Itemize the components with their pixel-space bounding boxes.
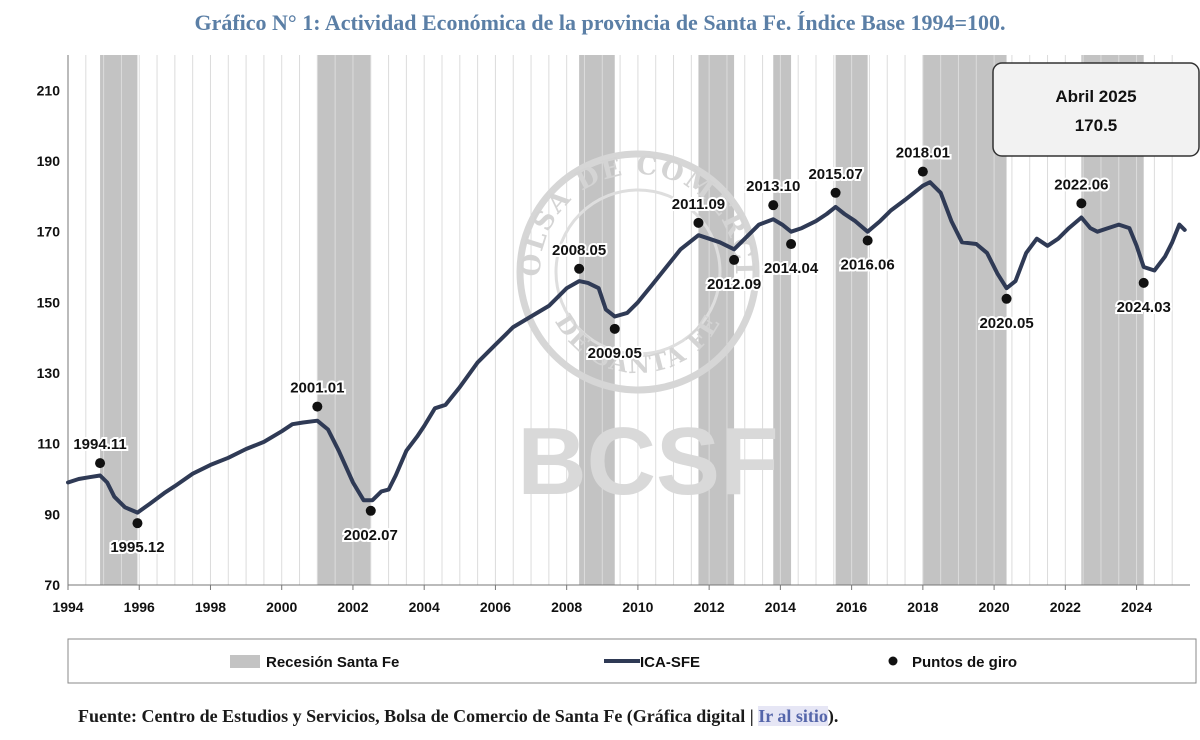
turning-point-label: 2016.06 bbox=[841, 257, 895, 274]
series-line-ica-sfe bbox=[66, 180, 1187, 515]
turning-point-marker bbox=[574, 263, 585, 274]
turning-point-marker bbox=[609, 323, 620, 334]
turning-point-label: 1994.11 bbox=[73, 436, 126, 453]
turning-point-marker bbox=[693, 217, 704, 228]
x-tick-label: 2012 bbox=[694, 599, 725, 615]
turning-point-label: 2011.09 bbox=[672, 196, 725, 213]
y-tick-label: 210 bbox=[37, 82, 61, 98]
turning-point-label: 1995.12 bbox=[110, 539, 164, 556]
turning-point-marker bbox=[786, 239, 797, 250]
turning-point-marker bbox=[917, 166, 928, 177]
x-tick-label: 2002 bbox=[337, 599, 368, 615]
turning-point-label: 2018.01 bbox=[896, 145, 950, 162]
x-tick-label: 2024 bbox=[1121, 599, 1152, 615]
ica-sfe-line bbox=[66, 180, 1187, 515]
turning-point-label: 2024.03 bbox=[1117, 299, 1171, 316]
y-tick-label: 110 bbox=[37, 436, 60, 452]
turning-point-marker bbox=[312, 401, 323, 412]
recession-band bbox=[100, 55, 138, 585]
y-tick-label: 70 bbox=[44, 577, 60, 593]
x-tick-label: 2000 bbox=[266, 599, 297, 615]
x-tick-label: 2008 bbox=[551, 599, 582, 615]
source-text: Fuente: Centro de Estudios y Servicios, … bbox=[78, 706, 759, 726]
legend-line-label: ICA-SFE bbox=[640, 654, 700, 671]
x-tick-label: 1998 bbox=[195, 599, 226, 615]
x-tick-label: 2014 bbox=[765, 599, 796, 615]
activity-index-chart: BOLSA DE COMERCIO DE SANTA FE BCSF 70901… bbox=[0, 0, 1200, 684]
recession-band bbox=[773, 55, 792, 585]
x-tick-label: 1994 bbox=[52, 599, 83, 615]
turning-points: 1994.11 1995.12 2001.01 2002.07 2008.05 2009.… bbox=[71, 143, 1172, 559]
recession-band bbox=[579, 55, 615, 585]
y-tick-label: 170 bbox=[37, 224, 61, 240]
x-tick-label: 2020 bbox=[979, 599, 1010, 615]
y-tick-labels: 70 90 110 130 150 170 190 210 bbox=[37, 82, 61, 593]
x-tick-label: 2016 bbox=[836, 599, 867, 615]
y-tick-label: 150 bbox=[37, 294, 61, 310]
callout-value: 170.5 bbox=[1075, 116, 1118, 135]
turning-point-marker bbox=[1138, 277, 1149, 288]
source-close: ). bbox=[827, 706, 839, 726]
x-tick-label: 1996 bbox=[124, 599, 155, 615]
x-tick-labels: 1994 1996 1998 2000 2002 2004 2006 2008 2010 2012… bbox=[52, 585, 1152, 615]
x-tick-label: 2006 bbox=[480, 599, 511, 615]
turning-point-label: 2015.07 bbox=[808, 166, 862, 183]
legend: Recesión Santa Fe ICA-SFE Puntos de giro bbox=[67, 638, 1197, 684]
turning-point-marker bbox=[365, 505, 376, 516]
legend-recession-swatch bbox=[230, 655, 260, 668]
watermark-text: BCSF bbox=[517, 408, 778, 515]
recession-band bbox=[317, 55, 371, 585]
turning-point-marker bbox=[1076, 198, 1087, 209]
turning-point-label: 2001.01 bbox=[290, 380, 344, 397]
x-tick-label: 2010 bbox=[622, 599, 653, 615]
source-note: Fuente: Centro de Estudios y Servicios, … bbox=[78, 706, 838, 727]
turning-point-marker bbox=[729, 254, 740, 265]
vertical-gridlines bbox=[85, 55, 1173, 585]
turning-point-marker bbox=[1001, 293, 1012, 304]
turning-point-label: 2008.05 bbox=[552, 242, 606, 259]
source-link[interactable]: Ir al sitio bbox=[758, 706, 828, 726]
legend-point-label: Puntos de giro bbox=[912, 654, 1017, 671]
turning-point-label: 2009.05 bbox=[588, 345, 642, 362]
turning-point-label: 2002.07 bbox=[344, 527, 398, 544]
turning-point-marker bbox=[830, 187, 841, 198]
turning-point-marker bbox=[95, 458, 106, 469]
legend-point-swatch bbox=[888, 656, 898, 666]
turning-point-marker bbox=[768, 200, 779, 211]
callout-date: Abril 2025 bbox=[1055, 87, 1136, 106]
turning-point-label: 2014.04 bbox=[764, 260, 819, 277]
turning-point-label: 2020.05 bbox=[979, 315, 1033, 332]
callout-box: Abril 2025 170.5 bbox=[992, 62, 1200, 157]
turning-point-label: 2022.06 bbox=[1054, 176, 1108, 193]
y-tick-label: 130 bbox=[37, 365, 61, 381]
y-tick-label: 190 bbox=[37, 153, 61, 169]
turning-point-label: 2013.10 bbox=[746, 178, 800, 195]
turning-point-marker bbox=[862, 235, 873, 246]
legend-recession-label: Recesión Santa Fe bbox=[266, 654, 399, 671]
x-tick-label: 2018 bbox=[907, 599, 938, 615]
turning-point-marker bbox=[132, 518, 143, 529]
chart-title: Gráfico N° 1: Actividad Económica de la … bbox=[194, 10, 1006, 35]
turning-point-label: 2012.09 bbox=[707, 276, 761, 293]
y-tick-label: 90 bbox=[44, 506, 60, 522]
x-tick-label: 2022 bbox=[1050, 599, 1081, 615]
x-tick-label: 2004 bbox=[409, 599, 440, 615]
